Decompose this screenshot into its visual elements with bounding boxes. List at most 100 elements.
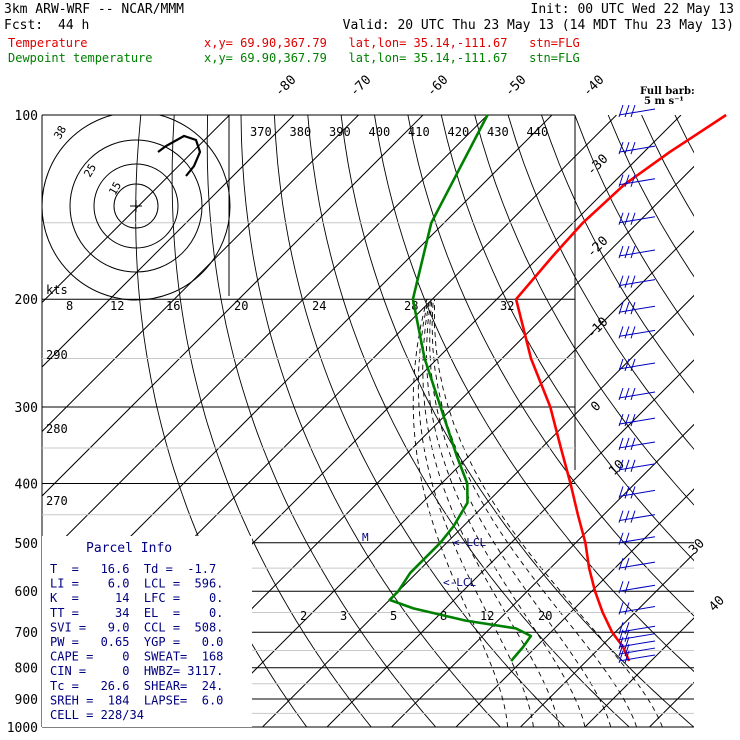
wind-barb-flag (624, 643, 630, 657)
wind-barb (618, 459, 656, 472)
wind-barb-flag (618, 437, 624, 451)
isotherm-line (455, 488, 694, 727)
pressure-tick-label: 100 (15, 109, 38, 124)
wind-barb-flag (624, 622, 630, 635)
wind-barb-staff (618, 362, 656, 370)
wind-barb-flag (630, 459, 636, 472)
isotherm-line (42, 115, 359, 433)
wind-barb-flag (618, 245, 624, 259)
wind-barb-flag (618, 104, 624, 118)
isotherm-label: 40 (706, 593, 728, 615)
isotherm-line (649, 681, 694, 727)
isotherm-line (42, 115, 230, 304)
wind-barb-staff (618, 633, 656, 641)
wind-barb-staff (618, 640, 656, 648)
isotherm-label: -40 (580, 73, 607, 100)
isotherm-label: -60 (424, 73, 451, 100)
wind-barb-flag (618, 302, 624, 315)
parcel-row: CIN = 0 HWBZ= 3117. (50, 664, 223, 678)
parcel-panel-bg (42, 536, 252, 727)
wind-barb-flag (624, 581, 630, 594)
parcel-row: LI = 6.0 LCL = 596. (50, 577, 223, 591)
wind-barb-flag (630, 275, 636, 288)
parcel-row: CAPE = 0 SWEAT= 168 (50, 650, 223, 664)
wind-barb-flag (618, 174, 624, 187)
wind-barb (618, 532, 656, 545)
hodograph-ring-label: 15 (106, 180, 124, 198)
moist-adiabat-label: 12 (110, 299, 124, 313)
wind-barb (618, 622, 656, 635)
theta-label: 400 (369, 125, 391, 139)
valid-time: Valid: 20 UTC Thu 23 May 13 (14 MDT Thu … (342, 18, 734, 33)
wind-barb-flag (618, 413, 624, 427)
wind-barb-flag (624, 532, 630, 545)
barb-note-units: 5 m s⁻¹ (644, 96, 684, 107)
parcel-row: CELL = 228/34 (50, 708, 144, 722)
wind-barb-flag (624, 413, 630, 427)
wind-barb-flag (624, 387, 630, 401)
isotherm-line (326, 359, 694, 727)
dry-adiabat (240, 115, 501, 727)
wind-barb-flag (630, 387, 636, 401)
isotherm-line (584, 617, 694, 727)
theta-label: 380 (290, 125, 312, 139)
wind-barb (618, 437, 656, 451)
dry-adiabat (541, 115, 694, 394)
parcel-row: SREH = 184 LAPSE= 6.0 (50, 693, 223, 707)
pressure-tick-label: 300 (15, 401, 38, 416)
moist-adiabat (422, 299, 560, 727)
wind-barb-flag (624, 302, 630, 315)
forecast-hours: 44 h (58, 18, 90, 33)
wind-barb (618, 629, 656, 642)
wind-barb-staff (618, 441, 656, 449)
dewpoint-legend: Dewpoint temperature (8, 51, 153, 65)
wind-barb-staff (618, 329, 656, 337)
wind-barb-flag (624, 212, 630, 225)
wind-barb-flag (618, 636, 624, 650)
dry-adiabat (674, 115, 694, 154)
wind-barb-flag (624, 636, 630, 650)
moist-adiabat-label: 24 (312, 299, 326, 313)
wind-barb-flag (618, 486, 624, 499)
wind-barb (618, 643, 656, 657)
wind-barb-flag (624, 326, 630, 339)
pressure-tick-label: 1000 (7, 721, 38, 736)
wind-barb-flag (630, 302, 636, 315)
wind-barb-flag (624, 437, 630, 451)
wind-barb-flag (618, 141, 624, 155)
isotherm-line (42, 115, 295, 368)
lcl-marker: <-LCL (453, 536, 486, 549)
hodograph-ring-label: 25 (81, 162, 99, 180)
pressure-tick-label: 400 (15, 477, 38, 492)
wind-barb-flag (618, 358, 624, 372)
wind-barb-staff (618, 561, 656, 569)
isotherm-line (391, 423, 694, 727)
theta-label-left: 270 (46, 494, 68, 508)
hodograph-ring-label: 38 (51, 124, 69, 142)
forecast-label: Fcst: (4, 18, 44, 33)
pressure-tick-label: 500 (15, 537, 38, 552)
isotherm-label: 10 (606, 457, 628, 479)
wind-barb-staff (618, 584, 656, 592)
pressure-tick-label: 700 (15, 626, 38, 641)
wind-barb-staff (618, 145, 656, 153)
wind-barb (618, 358, 656, 372)
temperature-legend: Temperature (8, 36, 88, 50)
wind-barb-flag (624, 141, 630, 155)
wind-barb-flag (618, 622, 624, 635)
wind-barb (618, 636, 656, 650)
dry-adiabat (708, 115, 740, 727)
pressure-tick-label: 800 (15, 662, 38, 677)
wind-barb-flag (618, 326, 624, 339)
dry-adiabat (307, 115, 630, 727)
wind-barb (618, 275, 656, 288)
parcel-row: SVI = 9.0 CCL = 508. (50, 620, 223, 634)
wind-barb-flag (624, 459, 630, 472)
wind-barb-flag (624, 602, 630, 615)
wind-barb-flag (618, 459, 624, 472)
parcel-row: PW = 0.65 YGP = 0.0 (50, 635, 223, 649)
wind-barb-flag (624, 650, 630, 664)
wind-barb-flag (618, 643, 624, 657)
wind-barb-flag (630, 413, 636, 427)
mixing-ratio-label: 3 (340, 609, 347, 623)
